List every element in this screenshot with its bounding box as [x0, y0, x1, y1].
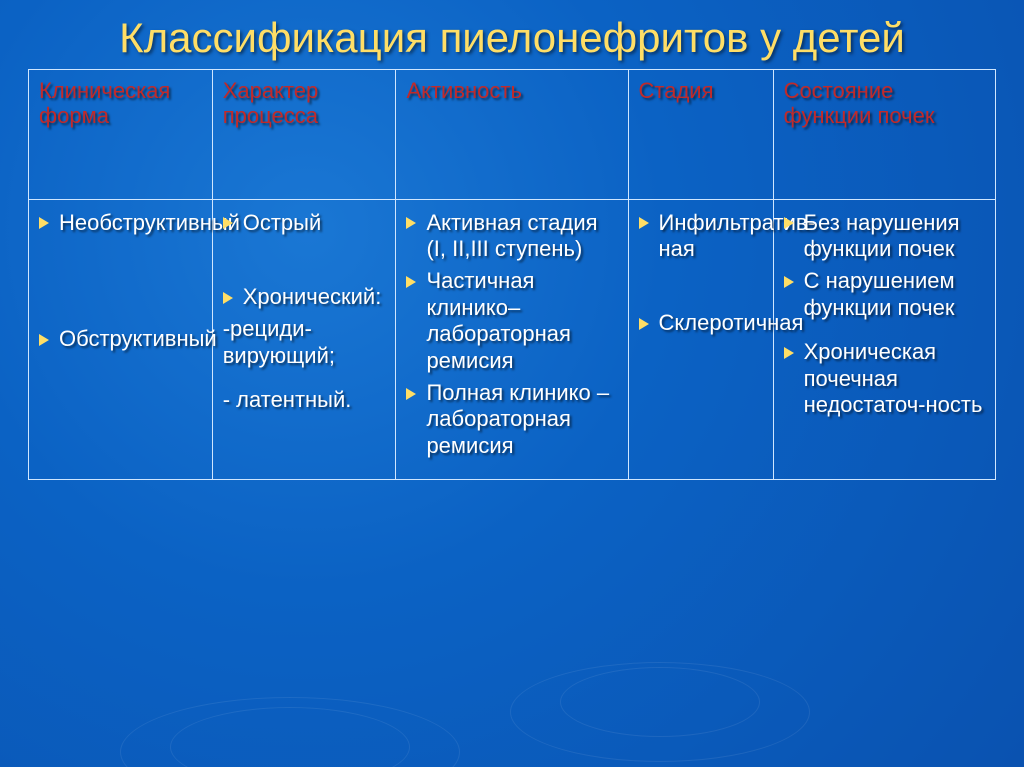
table-row: Необструктивный Обструктивный Острый	[29, 199, 996, 480]
cell-activity: Активная стадия (I, II,III ступень) Част…	[396, 199, 628, 480]
list-item: Хронический:	[223, 284, 386, 310]
bullet-arrow-icon	[784, 347, 794, 359]
classification-table: Клиническая форма Характер процесса Акти…	[28, 69, 996, 480]
slide: Классификация пиелонефритов у детей Клин…	[0, 0, 1024, 767]
item-text: С нарушением функции почек	[804, 268, 955, 319]
cell-stage: Инфильтратив-ная Склеротичная	[628, 199, 773, 480]
bullet-arrow-icon	[639, 217, 649, 229]
list-item: Инфильтратив-ная	[639, 210, 763, 263]
item-text: Частичная клинико–лабораторная ремисия	[426, 268, 571, 372]
item-text: Полная клинико – лабораторная ремисия	[426, 380, 609, 458]
col-header-clinical-form: Клиническая форма	[29, 70, 213, 200]
item-text: Необструктивный	[59, 210, 240, 235]
col-header-activity: Активность	[396, 70, 628, 200]
list-item: С нарушением функции почек	[784, 268, 985, 321]
item-text: Без нарушения функции почек	[804, 210, 960, 261]
item-text: Острый	[243, 210, 322, 235]
item-text: Активная стадия (I, II,III ступень)	[426, 210, 597, 261]
list-item: Склеротичная	[639, 310, 763, 336]
item-text: Склеротичная	[659, 310, 804, 335]
col-header-process-character: Характер процесса	[212, 70, 396, 200]
bullet-arrow-icon	[784, 217, 794, 229]
bullet-arrow-icon	[406, 276, 416, 288]
list-item: Частичная клинико–лабораторная ремисия	[406, 268, 617, 374]
plain-text: -рециди-вирующий;	[223, 316, 386, 369]
slide-title: Классификация пиелонефритов у детей	[28, 14, 996, 61]
col-header-kidney-function: Состояние функции почек	[773, 70, 995, 200]
col-header-stage: Стадия	[628, 70, 773, 200]
bullet-arrow-icon	[784, 276, 794, 288]
item-text: Хроническая почечная недостаточ-ность	[804, 339, 983, 417]
bullet-arrow-icon	[223, 217, 233, 229]
bullet-arrow-icon	[39, 217, 49, 229]
list-item: Полная клинико – лабораторная ремисия	[406, 380, 617, 459]
bullet-arrow-icon	[406, 217, 416, 229]
list-item: Необструктивный	[39, 210, 202, 236]
bullet-arrow-icon	[406, 388, 416, 400]
cell-kidney-function: Без нарушения функции почек С нарушением…	[773, 199, 995, 480]
table-header-row: Клиническая форма Характер процесса Акти…	[29, 70, 996, 200]
list-item: Обструктивный	[39, 326, 202, 352]
item-text: Обструктивный	[59, 326, 217, 351]
bullet-arrow-icon	[639, 318, 649, 330]
cell-clinical-form: Необструктивный Обструктивный	[29, 199, 213, 480]
plain-text: - латентный.	[223, 387, 386, 413]
cell-process-character: Острый Хронический: -рециди-вирующий; - …	[212, 199, 396, 480]
bullet-arrow-icon	[223, 292, 233, 304]
bullet-arrow-icon	[39, 334, 49, 346]
item-text: Хронический:	[243, 284, 382, 309]
list-item: Хроническая почечная недостаточ-ность	[784, 339, 985, 418]
list-item: Без нарушения функции почек	[784, 210, 985, 263]
list-item: Активная стадия (I, II,III ступень)	[406, 210, 617, 263]
list-item: Острый	[223, 210, 386, 236]
